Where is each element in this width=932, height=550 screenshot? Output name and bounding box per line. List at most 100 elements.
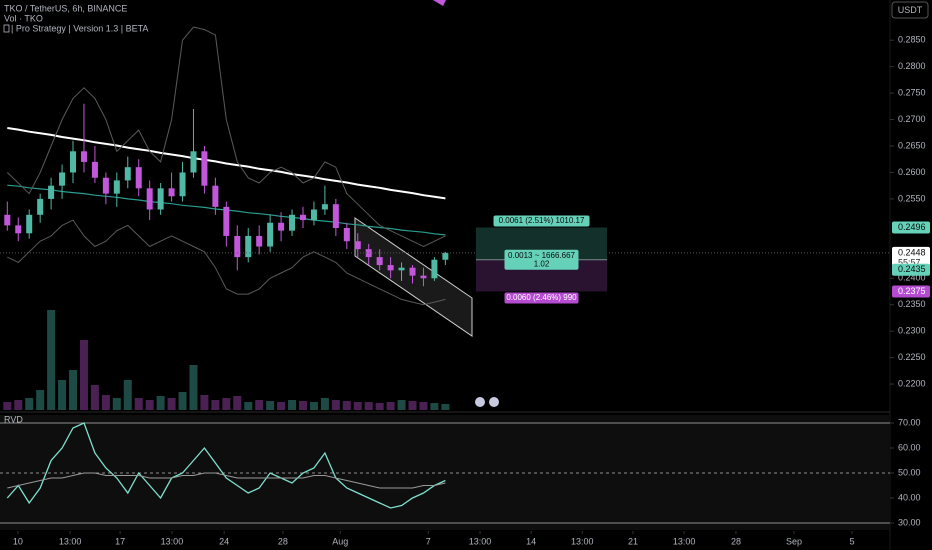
candle-body bbox=[26, 214, 33, 234]
candle-body bbox=[398, 267, 405, 271]
indicator-line bbox=[7, 127, 446, 200]
volume-bar bbox=[419, 402, 428, 410]
event-icon[interactable] bbox=[475, 397, 485, 407]
volume-bar bbox=[266, 401, 275, 410]
rvd-y-tick-label: 50.00 bbox=[898, 467, 921, 477]
y-tick-label: 0.2250 bbox=[898, 352, 926, 362]
candle-body bbox=[91, 161, 98, 178]
rvd-line bbox=[6, 422, 446, 509]
y-tick-label: 0.2200 bbox=[898, 378, 926, 388]
volume-bar bbox=[123, 380, 132, 410]
candle-body bbox=[201, 151, 208, 186]
x-tick-label: Aug bbox=[332, 536, 348, 546]
candle-body bbox=[70, 151, 77, 173]
candle-body bbox=[431, 259, 438, 279]
price-tag-label: 0.2435 bbox=[898, 264, 926, 274]
y-tick-label: 0.2550 bbox=[898, 193, 926, 203]
volume-bar bbox=[386, 402, 395, 410]
indicator-line bbox=[6, 26, 446, 248]
candle-body bbox=[146, 188, 153, 210]
entry-label: 1.02 bbox=[534, 259, 550, 268]
volume-bar bbox=[441, 404, 450, 410]
chart-title: TKO / TetherUS, 6h, BINANCE bbox=[4, 3, 127, 13]
volume-bar bbox=[331, 400, 340, 410]
candle-body bbox=[354, 241, 361, 250]
volume-bar bbox=[255, 400, 264, 410]
volume-bar bbox=[200, 395, 209, 410]
volume-bar bbox=[3, 402, 12, 410]
stop-label-bg bbox=[504, 292, 579, 304]
volume-bar bbox=[58, 380, 67, 410]
x-tick-label: 21 bbox=[628, 536, 638, 546]
price-tag-label: 0.2448 bbox=[898, 247, 926, 257]
x-tick-label: 13:00 bbox=[59, 536, 82, 546]
volume-bar bbox=[222, 398, 231, 410]
rvd-y-tick-label: 70.00 bbox=[898, 417, 921, 427]
candle-body bbox=[420, 275, 427, 279]
rvd-y-tick-label: 40.00 bbox=[898, 492, 921, 502]
target-label: 0.0061 (2.51%) 1010.17 bbox=[499, 216, 585, 225]
x-tick-label: 10 bbox=[13, 536, 23, 546]
candle-body bbox=[256, 235, 263, 247]
indicator-label: Vol · TKO bbox=[4, 13, 43, 23]
rvd-pane bbox=[0, 415, 890, 530]
candle-body bbox=[299, 214, 306, 221]
rvd-title: RVD bbox=[4, 414, 23, 424]
volume-bar bbox=[189, 365, 198, 410]
candle-body bbox=[409, 267, 416, 276]
y-tick-label: 0.2650 bbox=[898, 140, 926, 150]
candle-body bbox=[365, 249, 372, 258]
volume-bar bbox=[288, 400, 297, 410]
currency-label: USDT bbox=[898, 5, 923, 15]
y-tick-label: 0.2600 bbox=[898, 167, 926, 177]
volume-bar bbox=[167, 398, 176, 410]
candle-body bbox=[343, 228, 350, 242]
volume-bar bbox=[244, 402, 253, 410]
candle-body bbox=[37, 198, 44, 215]
x-tick-label: 24 bbox=[219, 536, 229, 546]
volume-bar bbox=[14, 400, 23, 410]
x-tick-label: 17 bbox=[115, 536, 125, 546]
x-tick-label: Sep bbox=[786, 536, 802, 546]
x-tick-label: 13:00 bbox=[161, 536, 184, 546]
candle-body bbox=[168, 188, 175, 197]
rvd-y-tick-label: 30.00 bbox=[898, 517, 921, 527]
volume-bar bbox=[90, 385, 99, 410]
volume-bar bbox=[397, 400, 406, 410]
volume-bar bbox=[277, 402, 286, 410]
y-tick-label: 0.2350 bbox=[898, 299, 926, 309]
volume-bar bbox=[342, 401, 351, 410]
target-label-bg bbox=[493, 215, 590, 227]
currency-button[interactable] bbox=[891, 1, 929, 19]
volume-bar bbox=[211, 400, 220, 410]
candle-body bbox=[442, 252, 449, 260]
volume-bar bbox=[112, 398, 121, 410]
candle-body bbox=[278, 222, 285, 231]
rvd-y-tick-label: 60.00 bbox=[898, 442, 921, 452]
event-icon[interactable] bbox=[489, 397, 499, 407]
price-tag-label: 0.2496 bbox=[898, 222, 926, 232]
candle-body bbox=[289, 214, 296, 231]
indicator-line bbox=[7, 219, 446, 306]
candle-body bbox=[80, 151, 87, 162]
x-tick-label: 28 bbox=[731, 536, 741, 546]
volume-bar bbox=[298, 401, 307, 410]
volume-bar bbox=[36, 390, 45, 410]
x-tick-label: 13:00 bbox=[469, 536, 492, 546]
volume-bar bbox=[101, 395, 110, 410]
rvd-line bbox=[7, 472, 446, 489]
volume-bar bbox=[145, 400, 154, 410]
x-tick-label: 5 bbox=[850, 536, 855, 546]
y-tick-label: 0.2400 bbox=[898, 273, 926, 283]
volume-bar bbox=[353, 402, 362, 410]
entry-label-bg bbox=[504, 249, 579, 270]
price-tag bbox=[892, 246, 930, 269]
volume-bar bbox=[178, 392, 187, 410]
volume-bar bbox=[156, 396, 165, 410]
x-tick-label: 14 bbox=[526, 536, 536, 546]
candle-body bbox=[387, 265, 394, 271]
y-tick-label: 0.2700 bbox=[898, 114, 926, 124]
marker bbox=[433, 0, 446, 6]
volume-bar bbox=[364, 402, 373, 410]
